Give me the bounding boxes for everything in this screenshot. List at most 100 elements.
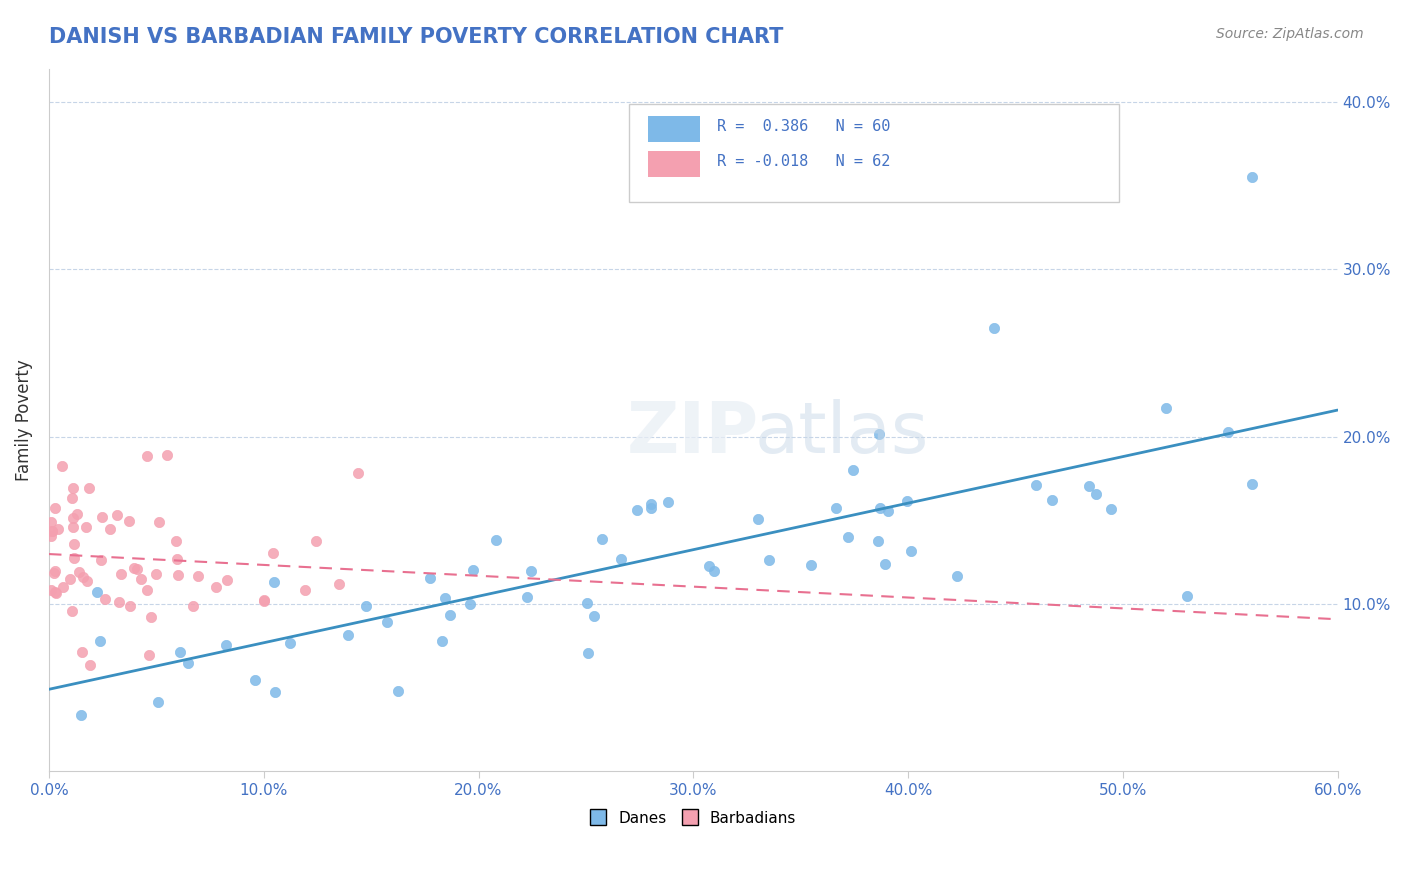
Point — [145, 566, 167, 581]
Point — [63, 537, 86, 551]
Point — [90, 553, 112, 567]
Point — [1240, 170, 1263, 185]
Point — [118, 514, 141, 528]
Point — [575, 596, 598, 610]
Point — [167, 567, 190, 582]
Point — [118, 599, 141, 614]
Point — [868, 533, 890, 548]
Point — [1154, 401, 1177, 415]
Point — [610, 552, 633, 566]
Point — [148, 516, 170, 530]
Point — [124, 560, 146, 574]
Point — [98, 522, 121, 536]
Point — [1240, 477, 1263, 491]
Point — [187, 569, 209, 583]
Point — [697, 558, 720, 573]
Point — [62, 519, 84, 533]
Point — [59, 572, 82, 586]
Point — [86, 584, 108, 599]
Point — [41, 524, 63, 538]
Point — [52, 580, 75, 594]
Point — [1025, 478, 1047, 492]
Point — [354, 599, 377, 613]
Point — [305, 533, 328, 548]
Point — [1077, 479, 1099, 493]
Point — [181, 599, 204, 613]
Point — [419, 571, 441, 585]
Point — [576, 646, 599, 660]
Point — [44, 584, 66, 599]
Bar — [648, 151, 700, 178]
Point — [387, 683, 409, 698]
Text: ZIP: ZIP — [627, 400, 759, 468]
Point — [60, 604, 83, 618]
Point — [1040, 492, 1063, 507]
Point — [39, 529, 62, 543]
Point — [62, 481, 84, 495]
Point — [837, 530, 859, 544]
Point — [105, 508, 128, 522]
Point — [875, 557, 897, 571]
Point — [66, 507, 89, 521]
Point — [896, 494, 918, 508]
Point — [177, 656, 200, 670]
Point — [60, 491, 83, 505]
Point — [75, 520, 97, 534]
Point — [127, 562, 149, 576]
Y-axis label: Family Poverty: Family Poverty — [15, 359, 32, 481]
Point — [262, 546, 284, 560]
Point — [264, 685, 287, 699]
Point — [900, 544, 922, 558]
Point — [67, 565, 90, 579]
Point — [519, 564, 541, 578]
Point — [146, 695, 169, 709]
Bar — [648, 116, 700, 143]
Text: R = -0.018   N = 62: R = -0.018 N = 62 — [717, 154, 890, 169]
Legend: Danes, Barbadians: Danes, Barbadians — [583, 803, 803, 834]
Point — [640, 501, 662, 516]
Point — [703, 564, 725, 578]
Point — [430, 633, 453, 648]
Point — [1099, 501, 1122, 516]
Point — [869, 501, 891, 516]
Point — [1175, 589, 1198, 603]
Text: DANISH VS BARBADIAN FAMILY POVERTY CORRELATION CHART: DANISH VS BARBADIAN FAMILY POVERTY CORRE… — [49, 27, 783, 46]
Point — [328, 576, 350, 591]
Point — [46, 522, 69, 536]
Point — [640, 497, 662, 511]
Point — [336, 628, 359, 642]
Point — [89, 634, 111, 648]
Point — [77, 481, 100, 495]
Point — [215, 573, 238, 587]
Point — [1218, 425, 1240, 440]
Point — [243, 673, 266, 687]
Point — [945, 568, 967, 582]
Point — [44, 500, 66, 515]
Point — [747, 511, 769, 525]
Point — [516, 591, 538, 605]
Point — [842, 463, 865, 477]
Point — [108, 595, 131, 609]
Point — [135, 583, 157, 598]
Point — [156, 448, 179, 462]
Point — [434, 591, 457, 606]
Point — [657, 495, 679, 509]
Point — [45, 586, 67, 600]
Point — [983, 321, 1005, 335]
Point — [169, 645, 191, 659]
Point — [582, 609, 605, 624]
Point — [278, 635, 301, 649]
Point — [758, 553, 780, 567]
Point — [461, 563, 484, 577]
Point — [375, 615, 398, 629]
Point — [205, 580, 228, 594]
Point — [39, 583, 62, 598]
Point — [825, 500, 848, 515]
Point — [484, 533, 506, 548]
Point — [44, 566, 66, 581]
Point — [138, 648, 160, 663]
Point — [877, 504, 900, 518]
Point — [41, 524, 63, 538]
Point — [72, 570, 94, 584]
Point — [69, 707, 91, 722]
